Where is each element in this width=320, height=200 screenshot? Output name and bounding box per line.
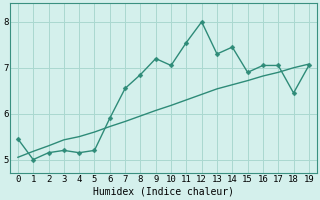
X-axis label: Humidex (Indice chaleur): Humidex (Indice chaleur) <box>93 187 234 197</box>
